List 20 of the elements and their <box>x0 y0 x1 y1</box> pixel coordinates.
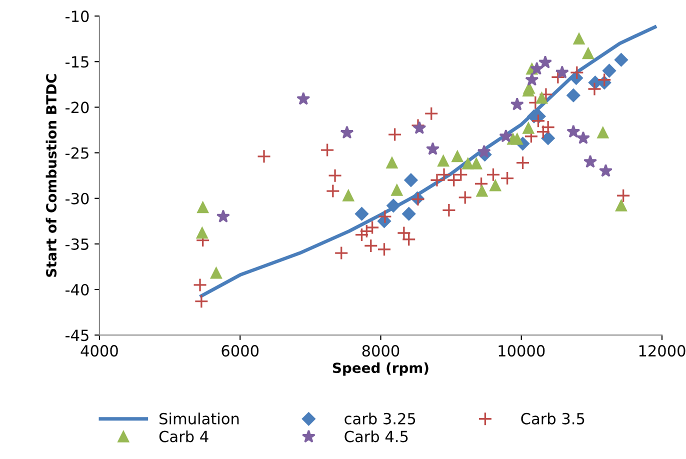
y-tick-label: -30 <box>66 192 89 204</box>
x-tick-label: 10000 <box>498 345 545 357</box>
y-axis-title: Start of Combustion BTDC <box>46 74 57 277</box>
x-tick-label: 6000 <box>222 345 259 357</box>
legend-label: carb 3.25 <box>344 412 416 424</box>
y-tick-label: -15 <box>66 56 88 68</box>
legend-label: Carb 3.5 <box>521 412 584 424</box>
x-axis-title: Speed (rpm) <box>332 362 428 376</box>
x-tick-label: 4000 <box>80 345 118 357</box>
y-tick-label: -25 <box>66 147 88 159</box>
x-tick-label: 8000 <box>362 345 400 357</box>
legend-label: Simulation <box>160 412 239 424</box>
y-tick-label: -20 <box>66 102 89 114</box>
y-tick-label: -35 <box>66 238 88 250</box>
x-tick-label: 12000 <box>639 345 686 357</box>
y-tick-label: -45 <box>66 330 88 342</box>
y-tick-label: -10 <box>66 10 89 22</box>
legend-label: Carb 4 <box>159 430 208 442</box>
y-tick-label: -40 <box>66 284 89 296</box>
legend-label: Carb 4.5 <box>344 430 408 442</box>
